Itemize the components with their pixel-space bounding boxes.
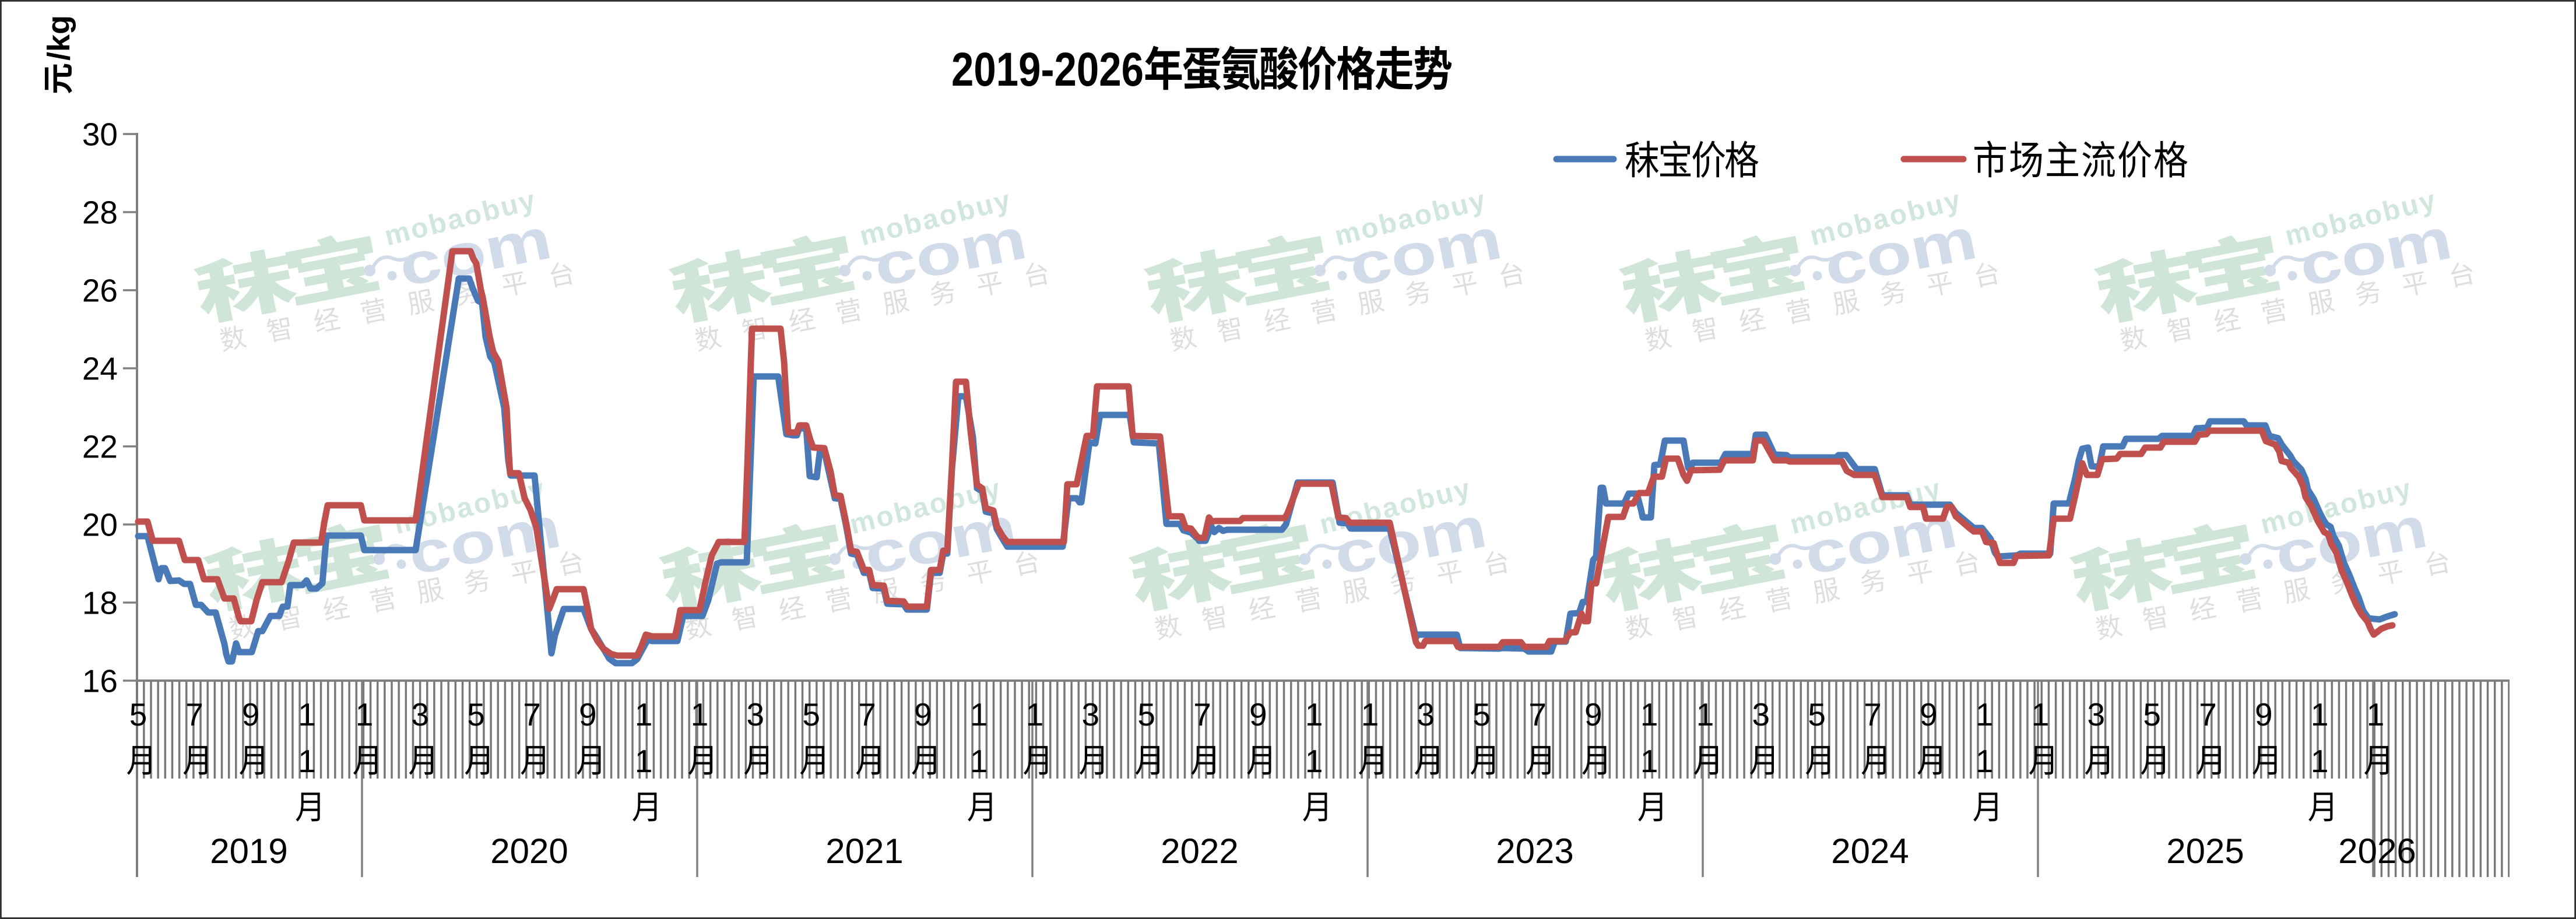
svg-text:3: 3 <box>412 696 430 733</box>
svg-text:2021: 2021 <box>825 832 903 871</box>
svg-text:9: 9 <box>2255 696 2273 733</box>
svg-text:1: 1 <box>298 696 316 733</box>
svg-text:1: 1 <box>2367 696 2385 733</box>
svg-text:2022: 2022 <box>1161 832 1238 871</box>
svg-text:24: 24 <box>82 351 118 387</box>
svg-text:22: 22 <box>82 429 118 465</box>
svg-text:28: 28 <box>82 195 118 231</box>
svg-text:1: 1 <box>356 696 374 733</box>
svg-text:2026: 2026 <box>2338 832 2416 871</box>
svg-text:3: 3 <box>747 696 765 733</box>
svg-text:1: 1 <box>2311 696 2329 733</box>
svg-text:9: 9 <box>1920 696 1938 733</box>
svg-text:1: 1 <box>1976 696 1994 733</box>
svg-text:1: 1 <box>298 743 316 779</box>
svg-text:1: 1 <box>635 743 653 779</box>
svg-text:1: 1 <box>1696 696 1714 733</box>
svg-text:1: 1 <box>970 743 988 779</box>
svg-text:20: 20 <box>82 507 118 543</box>
svg-text:2019: 2019 <box>210 832 287 871</box>
svg-text:1: 1 <box>1976 743 1994 779</box>
svg-text:1: 1 <box>1640 743 1658 779</box>
svg-text:2025: 2025 <box>2166 832 2244 871</box>
svg-text:7: 7 <box>1864 696 1882 733</box>
svg-text:9: 9 <box>914 696 932 733</box>
svg-text:26: 26 <box>82 273 118 309</box>
svg-text:5: 5 <box>1472 696 1491 733</box>
svg-text:5: 5 <box>1137 696 1155 733</box>
svg-text:7: 7 <box>2199 696 2217 733</box>
svg-text:7: 7 <box>1193 696 1211 733</box>
svg-text:30: 30 <box>82 117 118 153</box>
svg-text:9: 9 <box>1584 696 1602 733</box>
svg-text:5: 5 <box>802 696 820 733</box>
svg-text:1: 1 <box>635 696 653 733</box>
svg-text:5: 5 <box>467 696 485 733</box>
svg-text:7: 7 <box>858 696 876 733</box>
svg-text:3: 3 <box>2087 696 2106 733</box>
svg-text:9: 9 <box>242 696 260 733</box>
svg-text:1: 1 <box>1305 743 1323 779</box>
svg-text:5: 5 <box>2143 696 2161 733</box>
svg-text:2019-2026: 2019-2026 <box>951 43 1144 96</box>
svg-text:3: 3 <box>1752 696 1770 733</box>
svg-text:3: 3 <box>1082 696 1100 733</box>
svg-text:/kg: /kg <box>41 15 76 61</box>
svg-text:1: 1 <box>2032 696 2050 733</box>
svg-text:7: 7 <box>523 696 541 733</box>
svg-text:1: 1 <box>1026 696 1044 733</box>
svg-text:9: 9 <box>1249 696 1267 733</box>
svg-text:2024: 2024 <box>1831 832 1909 871</box>
svg-text:5: 5 <box>129 696 147 733</box>
svg-text:1: 1 <box>970 696 988 733</box>
svg-text:7: 7 <box>185 696 203 733</box>
svg-text:1: 1 <box>2311 743 2329 779</box>
svg-text:1: 1 <box>691 696 709 733</box>
svg-text:5: 5 <box>1808 696 1826 733</box>
svg-text:7: 7 <box>1528 696 1547 733</box>
svg-text:2020: 2020 <box>490 832 568 871</box>
svg-text:3: 3 <box>1417 696 1435 733</box>
svg-text:1: 1 <box>1305 696 1323 733</box>
svg-text:18: 18 <box>82 585 118 621</box>
svg-text:2023: 2023 <box>1496 832 1573 871</box>
svg-text:1: 1 <box>1640 696 1658 733</box>
svg-text:9: 9 <box>579 696 597 733</box>
svg-text:16: 16 <box>82 663 118 699</box>
svg-text:1: 1 <box>1361 696 1379 733</box>
